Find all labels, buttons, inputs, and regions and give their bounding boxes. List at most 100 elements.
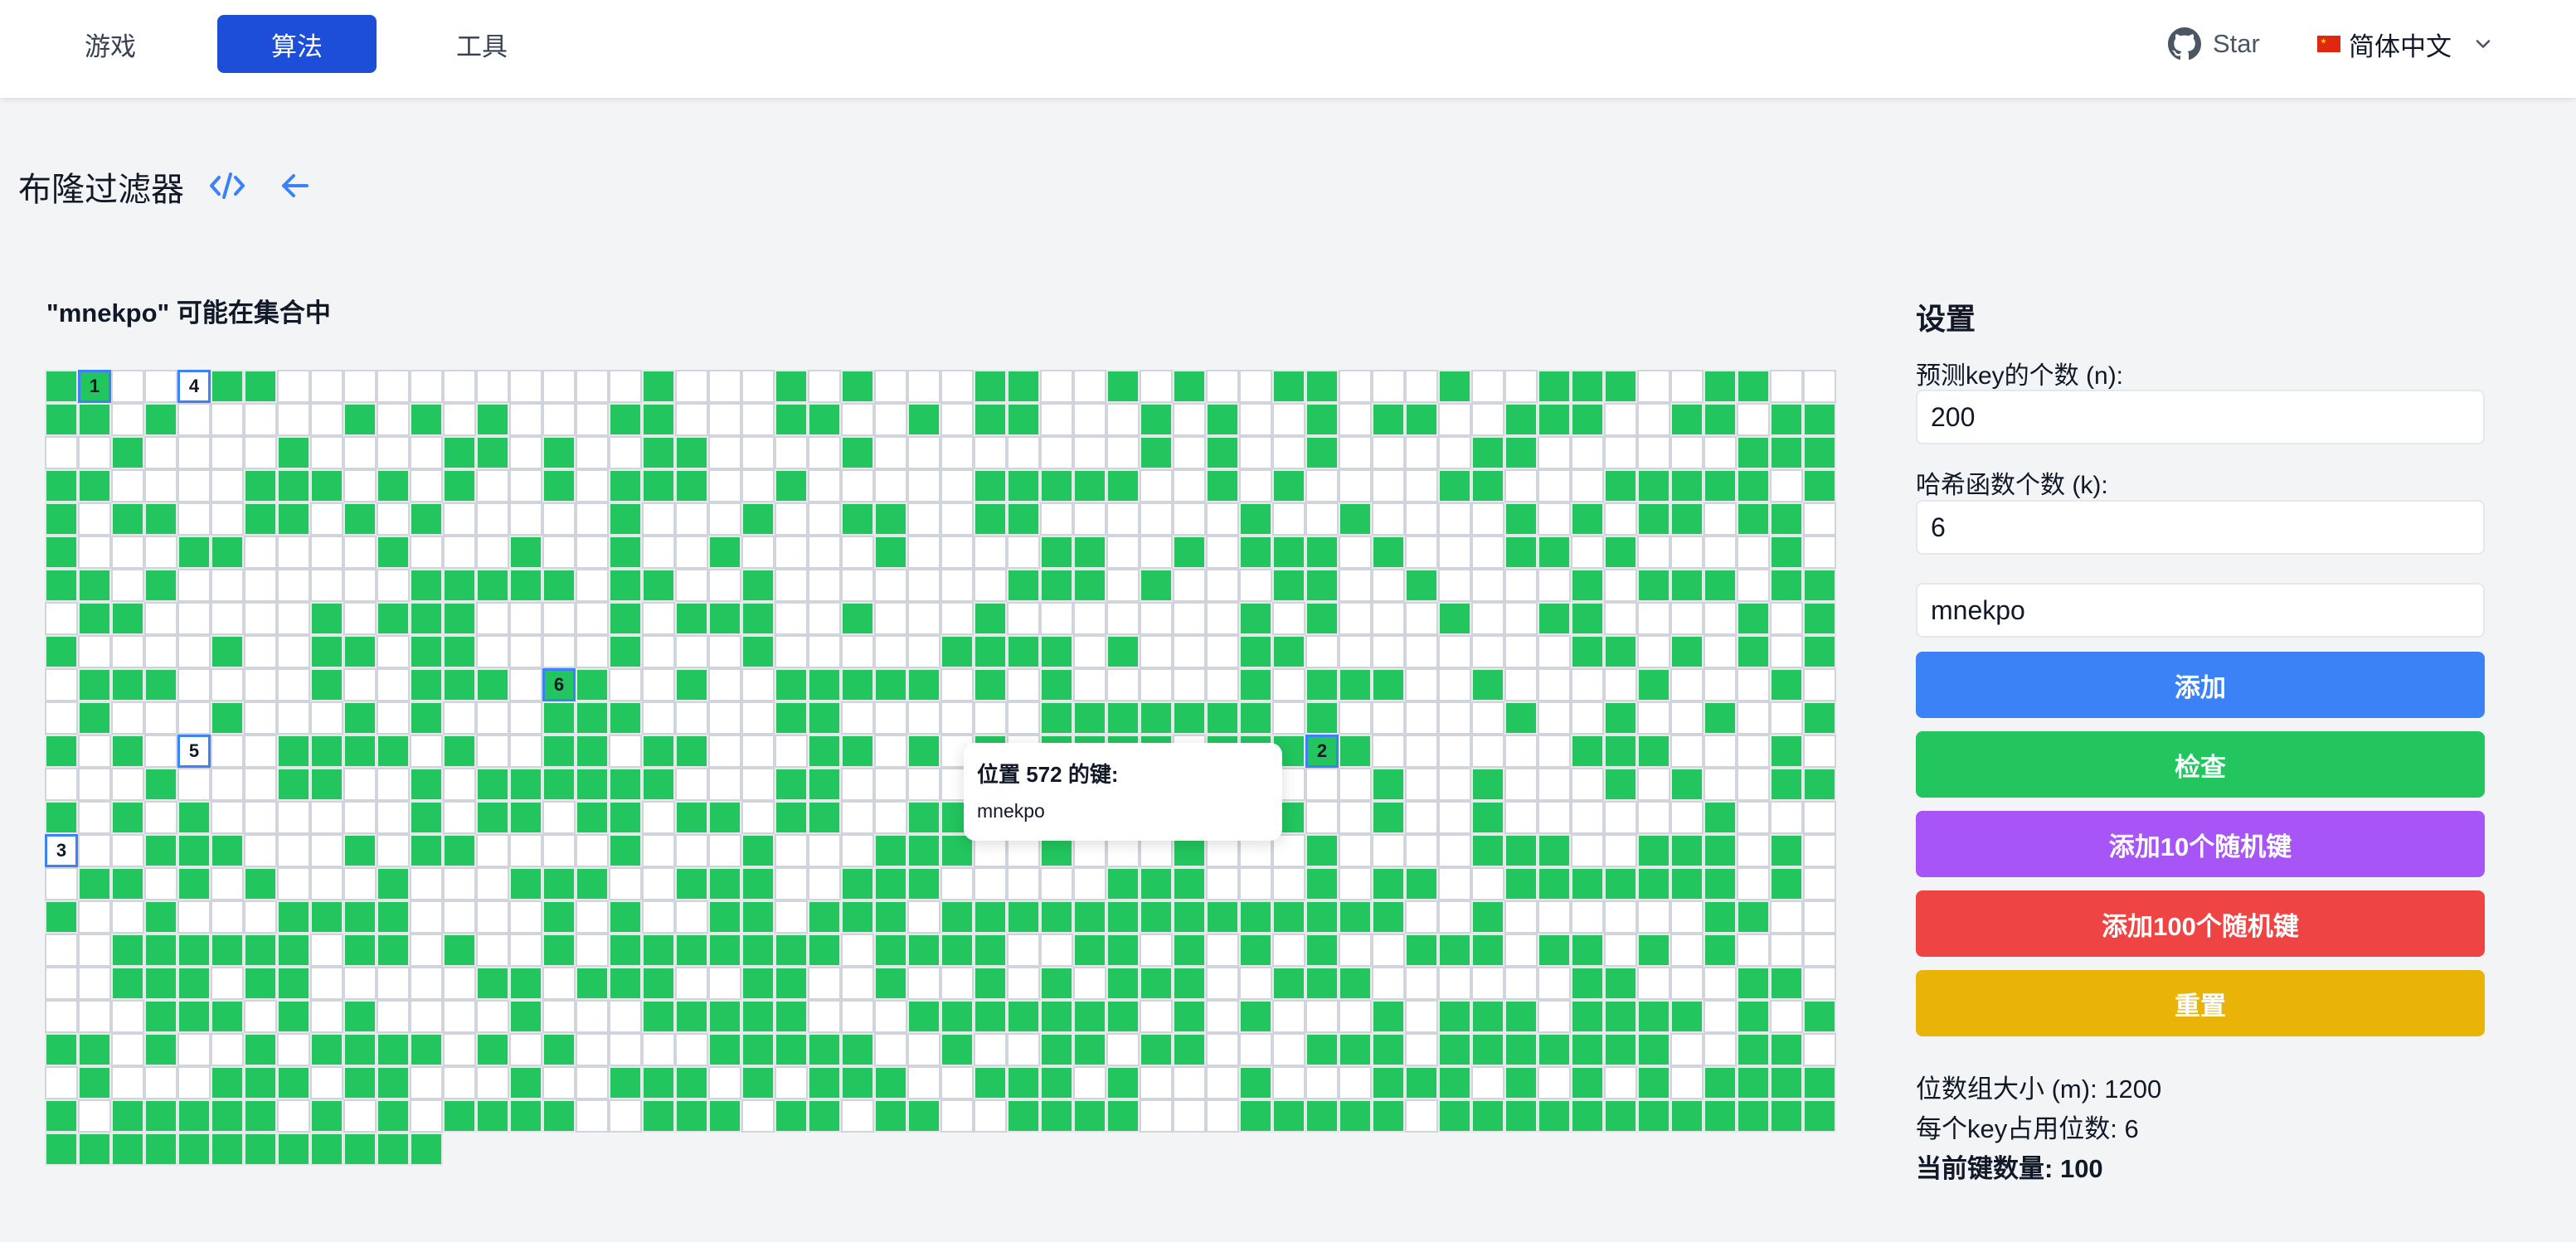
bit-cell[interactable] [277,735,310,768]
bit-cell[interactable] [1471,602,1504,635]
bit-cell[interactable] [907,834,940,867]
bit-cell[interactable] [576,370,609,403]
bit-cell[interactable] [1272,934,1305,967]
bit-cell[interactable] [1305,569,1339,602]
bit-cell[interactable] [211,900,244,934]
bit-cell[interactable] [708,1066,741,1099]
bit-cell[interactable] [1770,569,1803,602]
bit-cell[interactable] [1604,934,1637,967]
bit-cell[interactable] [277,801,310,834]
bit-cell[interactable] [1471,1000,1504,1033]
k-input[interactable]: 6 [1916,500,2485,555]
bit-cell[interactable] [907,801,940,834]
bit-cell[interactable] [542,370,576,403]
bit-cell[interactable] [1471,1099,1504,1133]
bit-cell[interactable] [476,801,509,834]
bit-cell[interactable] [775,1099,808,1133]
bit-cell[interactable] [377,735,410,768]
bit-cell[interactable] [1305,701,1339,735]
bit-cell[interactable] [1704,502,1737,536]
bit-cell[interactable] [177,502,211,536]
bit-cell[interactable] [741,502,775,536]
bit-cell[interactable] [177,701,211,735]
bit-cell[interactable] [1704,370,1737,403]
bit-cell[interactable] [1504,867,1538,900]
bit-cell[interactable] [1704,602,1737,635]
bit-cell[interactable] [1007,635,1040,668]
bit-cell[interactable] [1438,768,1471,801]
bit-cell[interactable] [1538,370,1571,403]
bit-cell[interactable] [1040,967,1073,1000]
bit-cell[interactable] [1704,867,1737,900]
bit-cell[interactable] [410,403,443,436]
nav-tab-algorithms[interactable]: 算法 [217,15,377,73]
bit-cell-highlighted[interactable]: 6 [542,668,576,701]
bit-cell[interactable] [377,1133,410,1166]
bit-cell[interactable] [476,536,509,569]
bit-cell[interactable] [509,934,542,967]
bit-cell[interactable] [675,735,708,768]
bit-cell[interactable] [708,1033,741,1066]
bit-cell[interactable] [111,1099,144,1133]
bit-cell[interactable] [1239,502,1272,536]
bit-cell[interactable] [1239,436,1272,469]
bit-cell[interactable] [874,635,907,668]
bit-cell[interactable] [1637,1066,1670,1099]
bit-cell[interactable] [144,768,177,801]
bit-cell[interactable] [974,1033,1007,1066]
bit-cell[interactable] [343,1099,377,1133]
bit-cell[interactable] [310,602,343,635]
bit-cell[interactable] [1770,502,1803,536]
bit-cell[interactable] [1007,701,1040,735]
bit-cell[interactable] [1737,502,1770,536]
bit-cell[interactable] [1803,370,1836,403]
bit-cell[interactable] [343,668,377,701]
bit-cell[interactable] [1538,536,1571,569]
bit-cell[interactable] [1372,1099,1405,1133]
bit-cell[interactable] [907,900,940,934]
bit-cell[interactable] [111,701,144,735]
bit-cell[interactable] [78,403,111,436]
bit-cell[interactable] [1538,1099,1571,1133]
bit-cell[interactable] [443,801,476,834]
bit-cell[interactable] [277,436,310,469]
bit-cell[interactable] [1206,1033,1239,1066]
bit-cell[interactable] [1803,602,1836,635]
bit-cell[interactable] [1504,536,1538,569]
nav-tab-tools[interactable]: 工具 [456,32,508,61]
bit-cell[interactable] [775,370,808,403]
bit-cell[interactable] [177,668,211,701]
bit-cell[interactable] [974,469,1007,502]
bit-cell[interactable] [509,668,542,701]
bit-cell[interactable] [1405,867,1438,900]
bit-cell[interactable] [1106,536,1140,569]
bit-cell[interactable] [78,768,111,801]
bit-cell[interactable] [410,867,443,900]
bit-cell[interactable] [1571,569,1604,602]
bit-cell[interactable] [1737,436,1770,469]
bit-cell[interactable] [874,469,907,502]
bit-cell[interactable] [78,668,111,701]
bit-cell[interactable] [808,1066,841,1099]
bit-cell[interactable] [974,536,1007,569]
bit-cell[interactable] [576,1033,609,1066]
bit-cell[interactable] [211,834,244,867]
bit-cell[interactable] [609,1000,642,1033]
bit-cell[interactable] [1106,370,1140,403]
bit-cell[interactable] [1604,469,1637,502]
bit-cell[interactable] [874,768,907,801]
bit-cell[interactable] [1637,436,1670,469]
bit-cell[interactable] [907,1066,940,1099]
bit-cell[interactable] [874,502,907,536]
bit-cell[interactable] [277,934,310,967]
bit-cell[interactable] [443,635,476,668]
bit-cell[interactable] [1704,403,1737,436]
bit-cell[interactable] [111,834,144,867]
bit-cell[interactable] [1737,668,1770,701]
bit-cell[interactable] [1339,1066,1372,1099]
bit-cell[interactable] [741,834,775,867]
bit-cell[interactable] [1770,834,1803,867]
bit-cell[interactable] [1239,469,1272,502]
bit-cell[interactable] [45,900,78,934]
bit-cell[interactable] [1239,867,1272,900]
